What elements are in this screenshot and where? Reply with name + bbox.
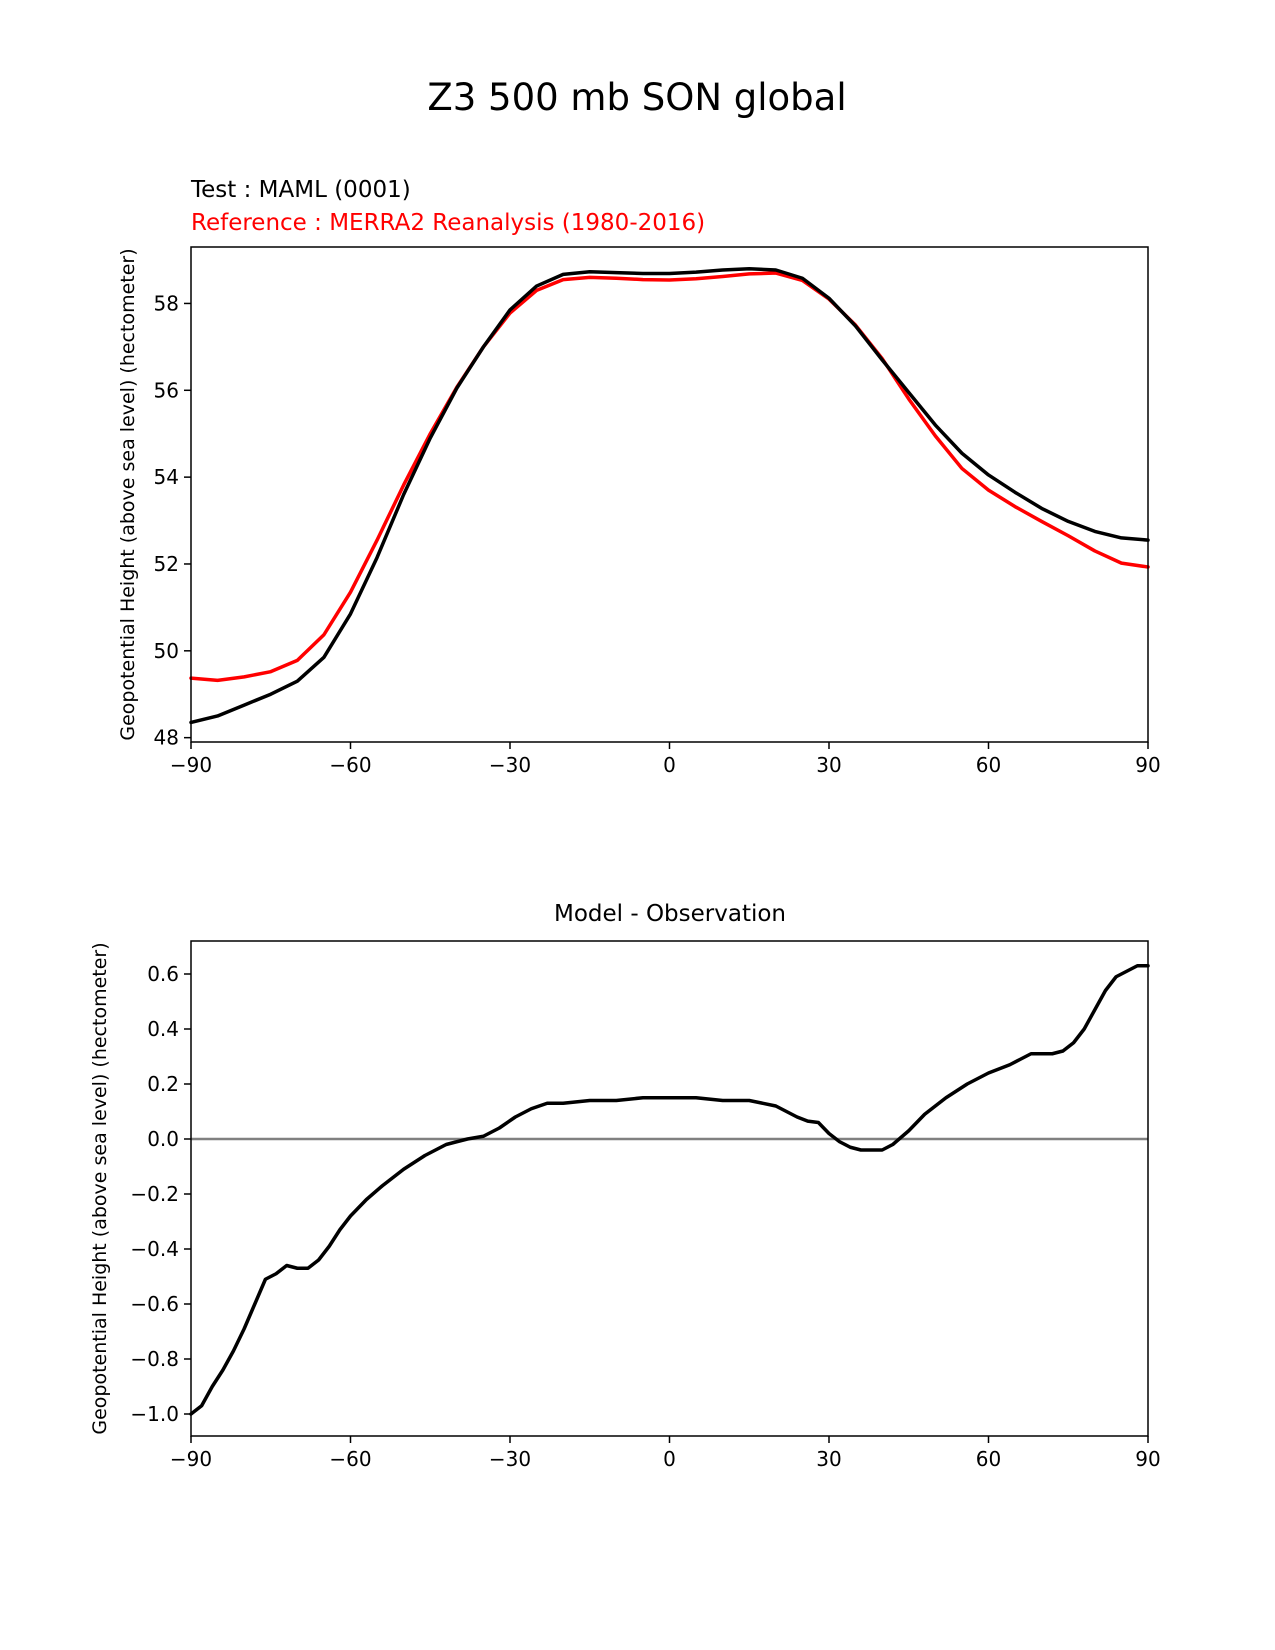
y-axis-title: Geopotential Height (above sea level) (h… <box>89 942 111 1434</box>
series-line-test <box>189 266 1150 725</box>
test-label: Test : MAML (0001) <box>190 177 411 203</box>
x-tick-label: 90 <box>1135 753 1160 777</box>
y-tick-label: 52 <box>154 552 179 576</box>
y-tick-label: 50 <box>154 639 179 663</box>
y-tick-label: 54 <box>154 465 179 489</box>
x-tick-label: 0 <box>663 753 676 777</box>
axes-frame <box>190 940 1149 1437</box>
y-tick-label: 0.4 <box>147 1017 179 1041</box>
y-tick-label: 0.0 <box>147 1127 179 1151</box>
x-tick-label: −90 <box>170 1447 212 1471</box>
series-line-model-observation <box>189 964 1150 1416</box>
y-tick-label: −0.8 <box>130 1347 179 1371</box>
y-tick-label: −1.0 <box>130 1402 179 1426</box>
y-tick-label: −0.2 <box>130 1182 179 1206</box>
axes-frame <box>190 246 1149 743</box>
x-tick-label: 30 <box>816 1447 841 1471</box>
panel-bottom: Model - Observation −90 −60 −30 0 30 60 90 0.6 0… <box>89 901 1161 1471</box>
x-tick-label: −30 <box>489 753 531 777</box>
y-tick-label: 58 <box>154 291 179 315</box>
y-tick-label: 0.6 <box>147 962 179 986</box>
x-tick-label: −60 <box>329 1447 371 1471</box>
x-tick-label: −90 <box>170 753 212 777</box>
panel-top: Test : MAML (0001) Reference : MERRA2 Re… <box>117 177 1161 777</box>
y-tick-label: 56 <box>154 378 179 402</box>
plot-area-bottom: −90 −60 −30 0 30 60 90 0.6 0.4 0.2 0.0 −0.2 −0.4 −0.6… <box>89 940 1161 1471</box>
x-tick-label: 0 <box>663 1447 676 1471</box>
y-tick-label: 48 <box>154 726 179 750</box>
y-tick-label: −0.6 <box>130 1292 179 1316</box>
series-line-reference <box>189 271 1150 683</box>
x-tick-label: 60 <box>976 1447 1001 1471</box>
reference-label: Reference : MERRA2 Reanalysis (1980-2016… <box>191 210 705 236</box>
difference-title: Model - Observation <box>554 901 786 927</box>
plot-area-top: −90 −60 −30 0 30 60 90 48 50 52 54 56 58 Geopotential… <box>117 246 1161 777</box>
y-tick-label: 0.2 <box>147 1072 179 1096</box>
y-tick-label: −0.4 <box>130 1237 179 1261</box>
x-tick-label: 60 <box>976 753 1001 777</box>
x-tick-label: −60 <box>329 753 371 777</box>
y-axis-title: Geopotential Height (above sea level) (h… <box>117 248 139 740</box>
x-tick-label: 30 <box>816 753 841 777</box>
x-tick-label: −30 <box>489 1447 531 1471</box>
figure-title: Z3 500 mb SON global <box>427 76 846 119</box>
x-tick-label: 90 <box>1135 1447 1160 1471</box>
